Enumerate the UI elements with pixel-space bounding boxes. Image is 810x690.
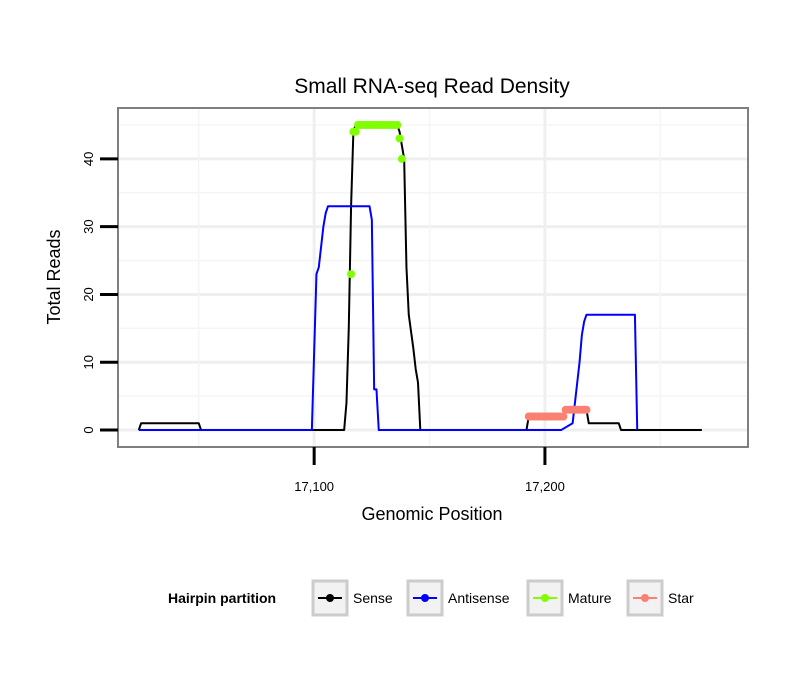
x-tick-label: 17,200 [525,479,565,494]
legend-item-sense: Sense [311,579,393,617]
legend-item-mature: Mature [526,579,612,617]
chart-title: Small RNA-seq Read Density [294,75,570,98]
series-star [524,405,591,421]
legend-label: Mature [568,590,612,606]
y-tick-label: 10 [81,355,96,369]
legend-key-dot [326,594,334,602]
legend-item-star: Star [626,579,694,617]
legend-label: Sense [353,590,393,606]
data-point-mature [351,127,360,136]
legend-title: Hairpin partition [168,590,276,606]
data-point-star [559,412,568,421]
legend-entries: Sense Antisense Mature Star [311,579,694,617]
legend-label: Antisense [448,590,510,606]
y-tick-label: 30 [81,219,96,233]
data-point-mature [395,134,404,143]
grid-lines [118,108,748,447]
legend-key-dot [421,594,429,602]
legend-key-dot [641,594,649,602]
y-tick-label: 0 [81,426,96,433]
series-mature [347,120,406,279]
series-antisense [138,205,639,432]
series-line-antisense [138,205,639,432]
x-axis-title: Genomic Position [361,504,502,524]
axis-ticks: 0 10 20 30 40 17,100 17,200 [81,152,565,494]
data-point-mature [347,270,356,279]
data-point-mature [397,154,406,163]
x-tick-label: 17,100 [294,479,334,494]
data-point-mature [393,120,402,129]
legend-label: Star [668,590,694,606]
series-layer [137,120,702,432]
plot-panel [118,108,748,447]
legend-key-dot [541,594,549,602]
plot-border [117,107,749,448]
y-axis-title: Total Reads [44,229,64,324]
y-tick-label: 40 [81,152,96,166]
legend: Hairpin partition Sense Antisense Mature St… [168,579,694,617]
y-tick-label: 20 [81,287,96,301]
data-point-star [582,405,591,414]
legend-item-antisense: Antisense [406,579,510,617]
